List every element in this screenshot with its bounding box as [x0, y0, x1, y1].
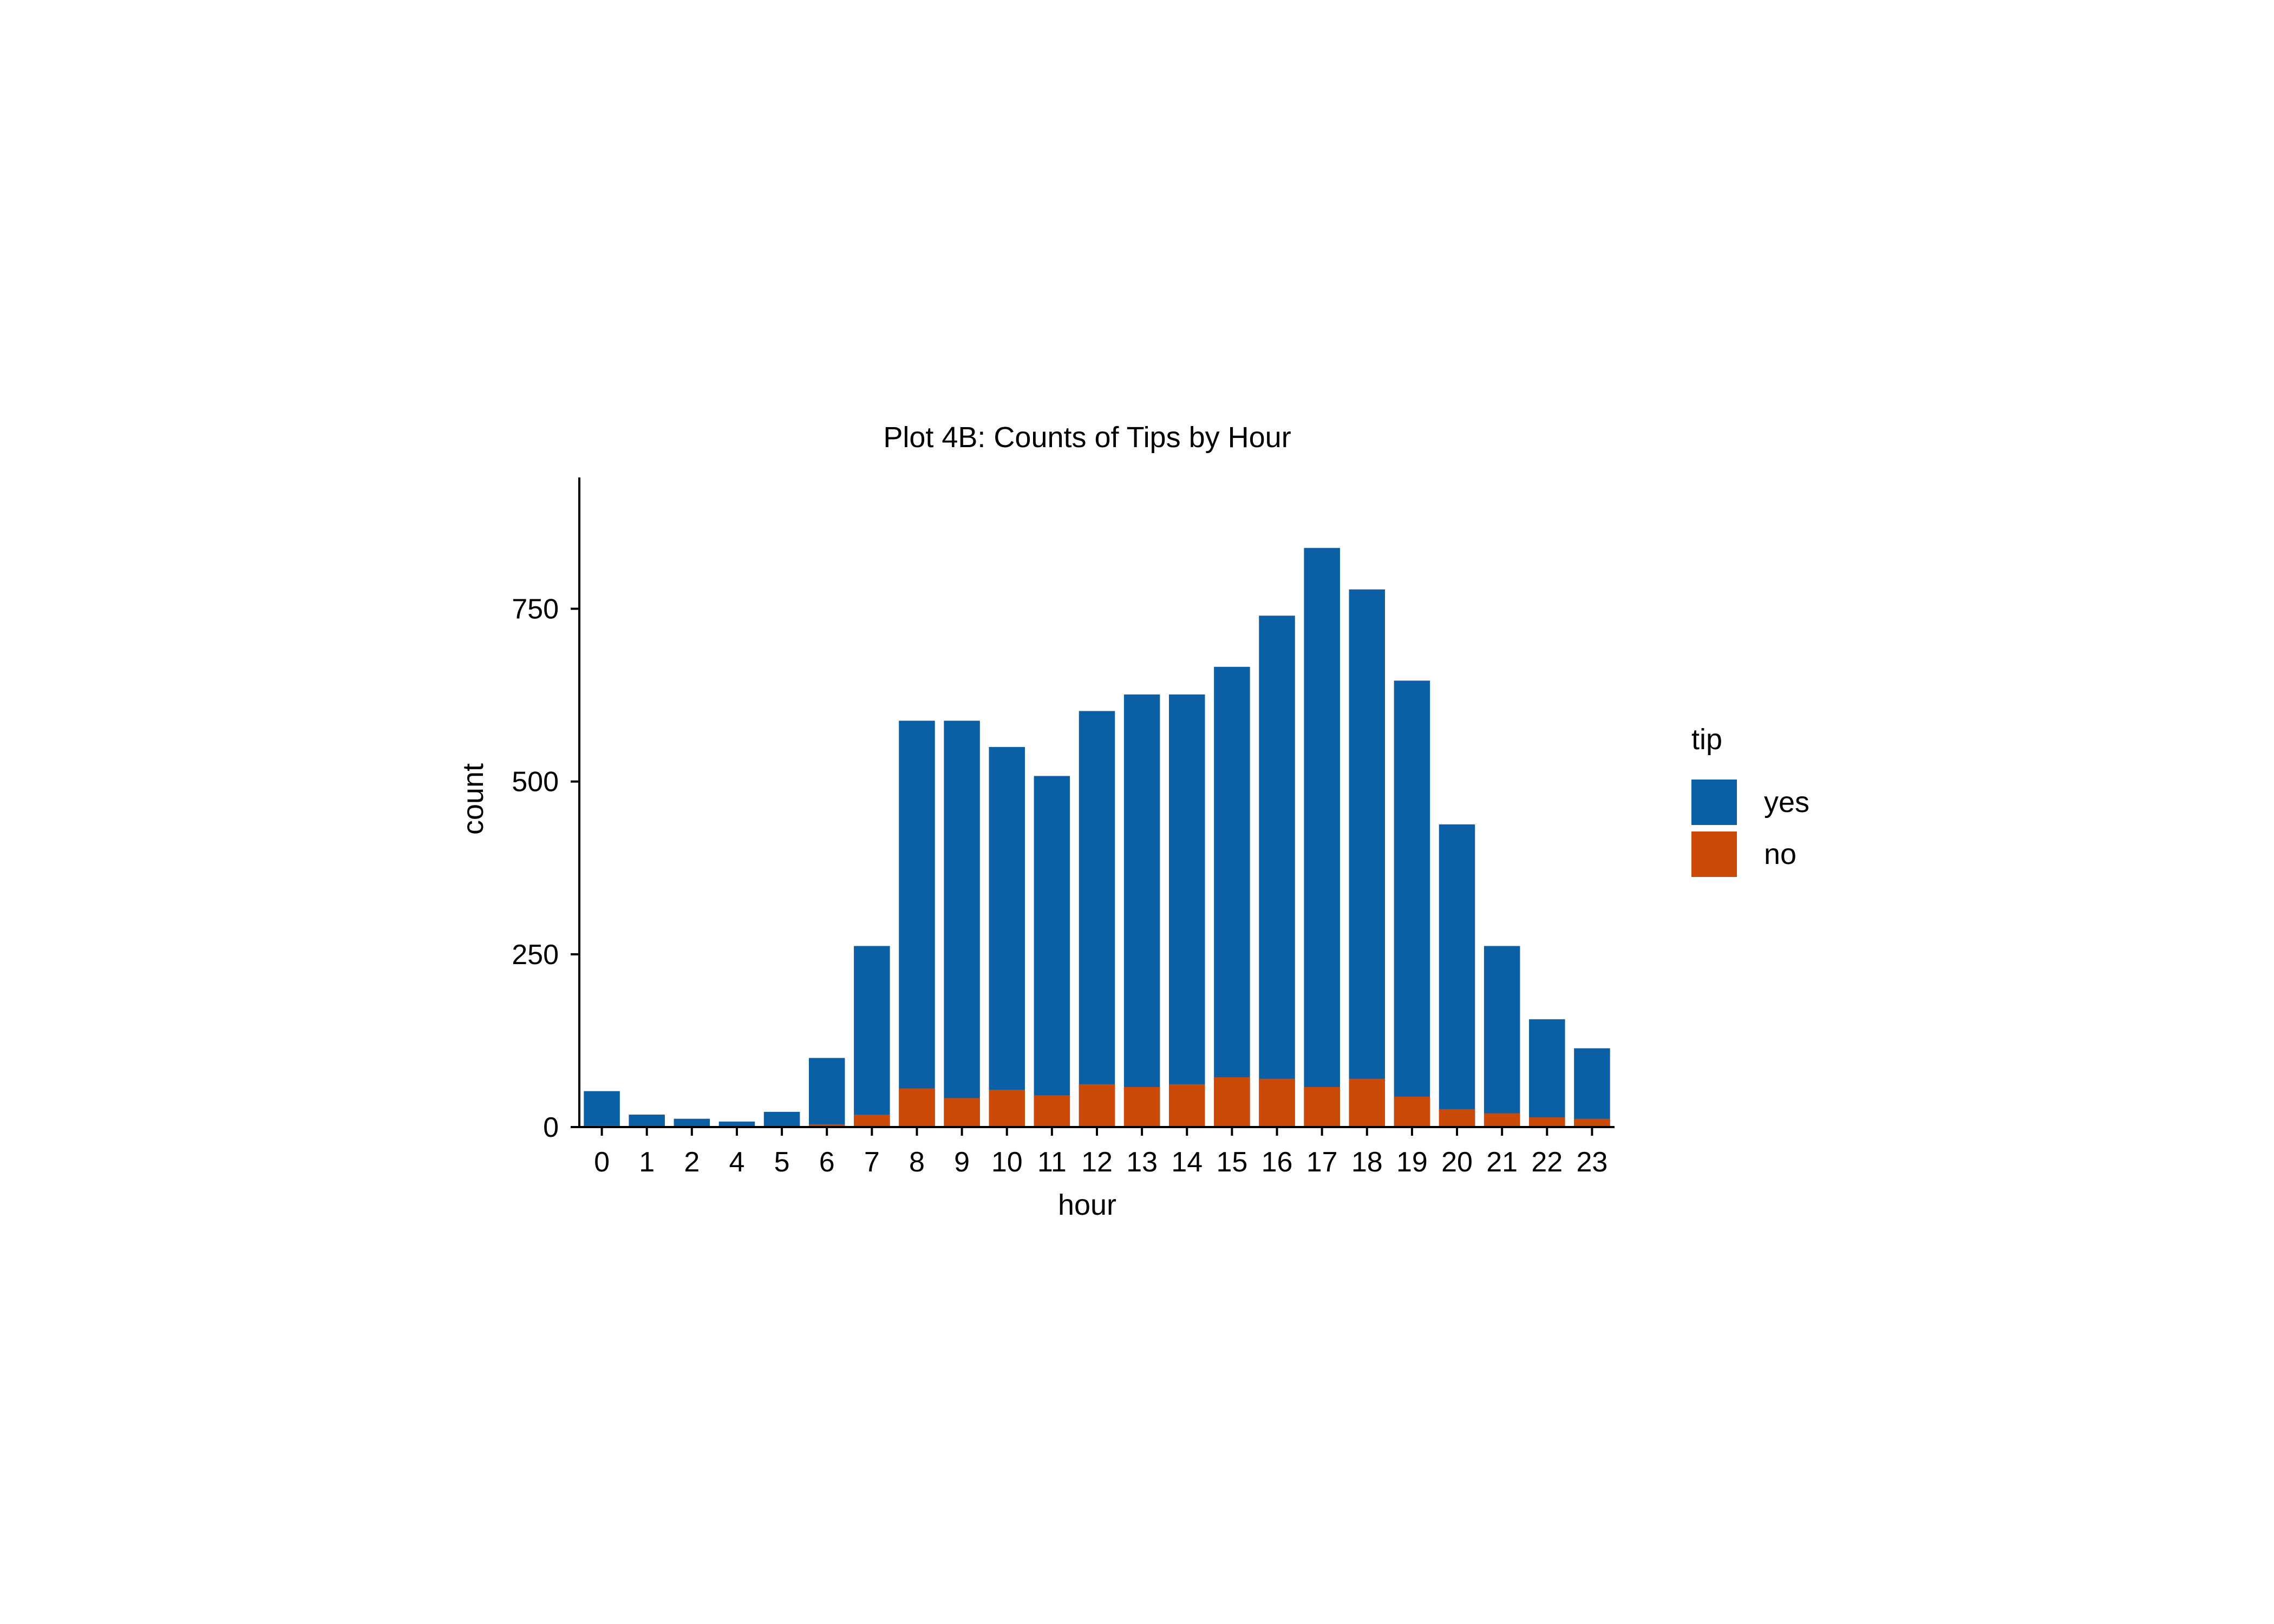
- bar-no-hour-13: [1123, 1086, 1160, 1127]
- bar-yes-hour-9: [944, 721, 980, 1127]
- bar-yes-hour-0: [584, 1091, 620, 1127]
- legend-swatch-yes: [1691, 780, 1737, 825]
- bar-yes-hour-13: [1123, 694, 1160, 1127]
- bar-no-hour-21: [1484, 1113, 1520, 1127]
- bar-yes-hour-22: [1529, 1019, 1565, 1127]
- bar-no-hour-18: [1349, 1078, 1386, 1127]
- x-tick-label: 21: [1486, 1147, 1518, 1178]
- bar-yes-hour-5: [763, 1111, 800, 1127]
- legend-label-no: no: [1764, 838, 1796, 870]
- x-tick-label: 4: [729, 1147, 744, 1178]
- legend-label-yes: yes: [1764, 786, 1809, 818]
- bar-yes-hour-14: [1169, 694, 1205, 1127]
- bar-yes-hour-8: [899, 721, 935, 1127]
- x-tick-label: 11: [1037, 1147, 1067, 1178]
- x-tick-label: 9: [954, 1147, 970, 1178]
- x-tick-label: 0: [594, 1147, 610, 1178]
- x-tick-label: 5: [774, 1147, 790, 1178]
- bar-yes-hour-7: [854, 946, 890, 1127]
- bar-yes-hour-12: [1079, 711, 1115, 1127]
- bar-no-hour-7: [854, 1115, 890, 1127]
- bar-yes-hour-17: [1304, 548, 1340, 1128]
- bar-no-hour-14: [1169, 1084, 1205, 1127]
- bar-yes-hour-10: [989, 746, 1025, 1127]
- legend-swatch-no: [1691, 831, 1737, 877]
- bars-layer: [584, 548, 1610, 1128]
- bar-yes-hour-2: [674, 1118, 710, 1127]
- x-tick-label: 16: [1262, 1147, 1293, 1178]
- bar-no-hour-19: [1394, 1096, 1430, 1127]
- bar-no-hour-17: [1304, 1086, 1340, 1127]
- x-tick-label: 17: [1306, 1147, 1338, 1178]
- bar-yes-hour-1: [629, 1115, 665, 1127]
- bar-no-hour-23: [1574, 1118, 1610, 1127]
- bar-no-hour-9: [944, 1098, 980, 1127]
- bar-no-hour-12: [1079, 1084, 1115, 1127]
- y-tick-label: 750: [512, 594, 559, 625]
- bar-no-hour-6: [808, 1124, 845, 1127]
- x-tick-label: 22: [1531, 1147, 1563, 1178]
- x-tick-label: 12: [1081, 1147, 1113, 1178]
- bar-yes-hour-21: [1484, 946, 1520, 1127]
- x-tick-label: 10: [991, 1147, 1023, 1178]
- bar-no-hour-22: [1529, 1117, 1565, 1127]
- bar-yes-hour-19: [1394, 680, 1430, 1127]
- x-tick-label: 7: [864, 1147, 880, 1178]
- bar-no-hour-10: [989, 1090, 1025, 1127]
- bar-no-hour-15: [1214, 1077, 1250, 1127]
- x-tick-label: 23: [1577, 1147, 1608, 1178]
- bar-yes-hour-20: [1439, 824, 1475, 1127]
- legend: tip yes no: [1691, 723, 1809, 877]
- x-tick-label: 2: [684, 1147, 700, 1178]
- bar-yes-hour-4: [718, 1121, 755, 1127]
- chart-title: Plot 4B: Counts of Tips by Hour: [883, 421, 1291, 454]
- bar-yes-hour-18: [1349, 589, 1386, 1127]
- bar-yes-hour-11: [1034, 776, 1070, 1127]
- x-tick-label: 1: [639, 1147, 655, 1178]
- legend-items: yes no: [1691, 780, 1809, 877]
- bar-no-hour-16: [1259, 1078, 1295, 1127]
- x-tick-label: 13: [1126, 1147, 1158, 1178]
- x-axis-ticks: 0 1 2 4 5 6 7 8 9 10 11 12 13 14 15 16 17 18 19 20 21 22 23: [594, 1127, 1608, 1178]
- bar-no-hour-11: [1034, 1095, 1070, 1127]
- bar-yes-hour-16: [1259, 615, 1295, 1127]
- legend-title: tip: [1691, 723, 1722, 756]
- x-tick-label: 15: [1216, 1147, 1247, 1178]
- bar-yes-hour-6: [808, 1058, 845, 1127]
- y-axis-title: count: [457, 763, 489, 835]
- x-tick-label: 20: [1441, 1147, 1473, 1178]
- bar-yes-hour-23: [1574, 1048, 1610, 1127]
- x-tick-label: 18: [1351, 1147, 1383, 1178]
- y-tick-label: 500: [512, 767, 559, 798]
- y-tick-label: 250: [512, 939, 559, 971]
- x-tick-label: 19: [1396, 1147, 1428, 1178]
- bar-yes-hour-15: [1214, 666, 1250, 1127]
- y-tick-label: 0: [543, 1112, 559, 1143]
- y-axis-ticks: 0 250 500 750: [512, 594, 579, 1143]
- x-axis-title: hour: [1058, 1189, 1116, 1221]
- bar-no-hour-20: [1439, 1109, 1475, 1127]
- bar-no-hour-8: [899, 1088, 935, 1127]
- x-tick-label: 14: [1171, 1147, 1203, 1178]
- x-tick-label: 6: [819, 1147, 835, 1178]
- x-tick-label: 8: [909, 1147, 925, 1178]
